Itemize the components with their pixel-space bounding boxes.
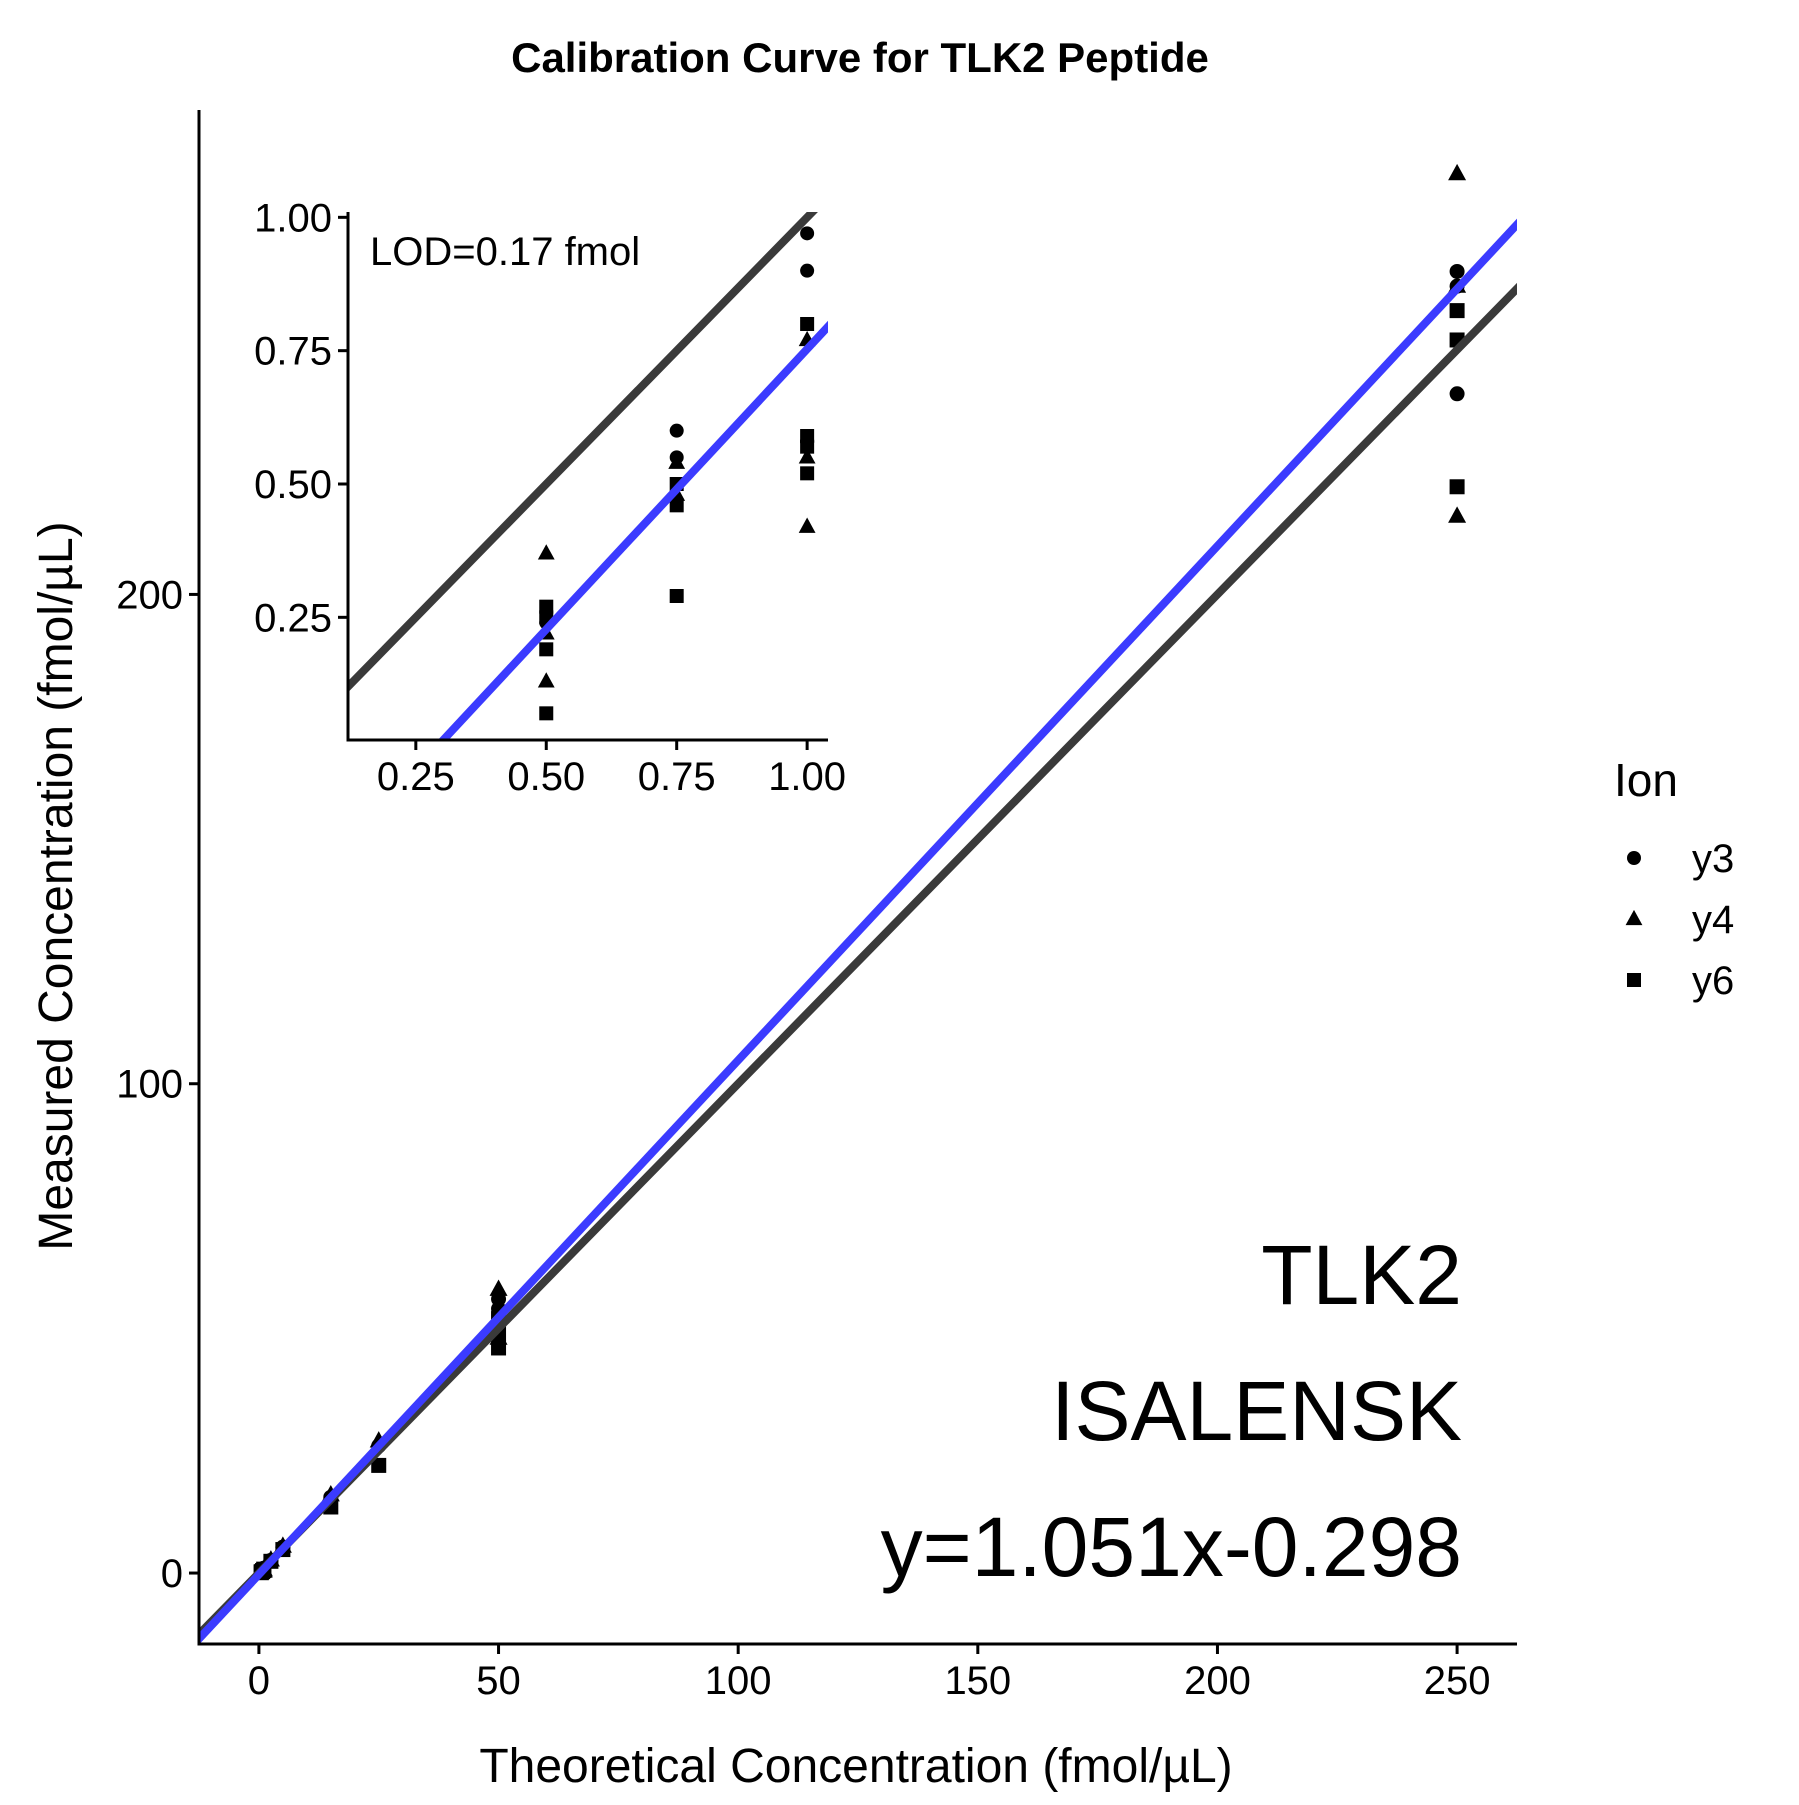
main-y-tick-label: 200 (116, 573, 183, 617)
inset-point-y4 (537, 672, 555, 688)
x-axis-title: Theoretical Concentration (fmol/µL) (479, 1740, 1232, 1793)
inset-point-y6 (669, 498, 684, 513)
main-x-tick-label: 250 (1424, 1659, 1491, 1703)
inset-point-y6 (539, 706, 554, 721)
legend-title: Ion (1614, 754, 1678, 806)
main-plot: 0 50 100 150 200 250 0 100 200 (116, 110, 1517, 1703)
equation-annotations: TLK2 ISALENSK y=1.051x-0.298 (881, 1228, 1462, 1594)
legend-key-y4 (1625, 909, 1643, 926)
inset-y-tick-label: 1.00 (254, 196, 332, 240)
legend-key-y6 (1627, 973, 1641, 987)
equation-annotation: y=1.051x-0.298 (881, 1500, 1462, 1594)
peptide-annotation: ISALENSK (1051, 1364, 1462, 1458)
main-point-y6 (491, 1340, 507, 1356)
inset-point-y6 (669, 589, 684, 603)
inset-x-tick-label: 1.00 (768, 755, 846, 799)
legend-label-y4: y4 (1692, 898, 1734, 942)
inset-y-tick-label: 0.75 (254, 330, 332, 374)
inset-fit-line (437, 320, 828, 740)
inset-point-y4 (798, 517, 816, 533)
legend: Ion y3 y4 y6 (1614, 754, 1734, 1003)
main-x-tick-label: 50 (476, 1659, 521, 1703)
main-point-y6 (1449, 479, 1465, 495)
main-x-tick-label: 0 (248, 1659, 270, 1703)
main-y-tick-label: 0 (161, 1552, 183, 1596)
inset-point-y3 (800, 263, 815, 278)
legend-label-y6: y6 (1692, 959, 1734, 1003)
inset-point-y6 (539, 599, 554, 614)
inset-y-tick-label: 0.50 (254, 463, 332, 507)
inset-point-y4 (668, 453, 686, 469)
main-x-tick-label: 150 (944, 1659, 1011, 1703)
inset-point-y6 (800, 466, 815, 481)
legend-label-y3: y3 (1692, 837, 1734, 881)
main-plot-area (199, 163, 1517, 1644)
inset-plot: 0.25 0.50 0.75 1.00 0.25 0.50 0.75 1.00 LOD=0.17… (254, 196, 846, 799)
chart-title: Calibration Curve for TLK2 Peptide (511, 34, 1209, 81)
legend-key-y3 (1627, 851, 1641, 865)
main-x-tick-label: 100 (705, 1659, 772, 1703)
main-point-y4 (1448, 163, 1467, 181)
main-fit-line (199, 218, 1517, 1644)
inset-point-y6 (800, 439, 815, 454)
inset-point-y3 (669, 423, 684, 438)
main-point-y4 (489, 1279, 508, 1296)
main-y-tick-label: 100 (116, 1063, 183, 1107)
inset-point-y6 (800, 317, 815, 331)
lod-annotation: LOD=0.17 fmol (370, 230, 640, 274)
inset-x-tick-label: 0.25 (377, 755, 455, 799)
main-identity-line (199, 282, 1517, 1640)
inset-point-y4 (537, 544, 555, 560)
inset-y-tick-label: 0.25 (254, 596, 332, 640)
inset-identity-line (348, 212, 818, 693)
inset-point-y3 (800, 226, 815, 241)
main-point-y4 (1448, 506, 1467, 523)
main-point-y3 (1449, 263, 1465, 279)
main-point-y3 (1449, 386, 1465, 402)
main-x-tick-label: 200 (1184, 1659, 1251, 1703)
inset-x-tick-label: 0.50 (507, 755, 585, 799)
inset-point-y4 (798, 448, 816, 464)
inset-point-y6 (800, 429, 815, 443)
inset-point-y6 (539, 642, 554, 657)
protein-annotation: TLK2 (1261, 1228, 1462, 1322)
inset-plot-area (348, 212, 828, 740)
y-axis-title: Measured Concentration (fmol/µL) (30, 521, 83, 1250)
main-point-y6 (1449, 303, 1465, 319)
inset-x-tick-label: 0.75 (638, 755, 716, 799)
main-point-y6 (371, 1457, 387, 1473)
